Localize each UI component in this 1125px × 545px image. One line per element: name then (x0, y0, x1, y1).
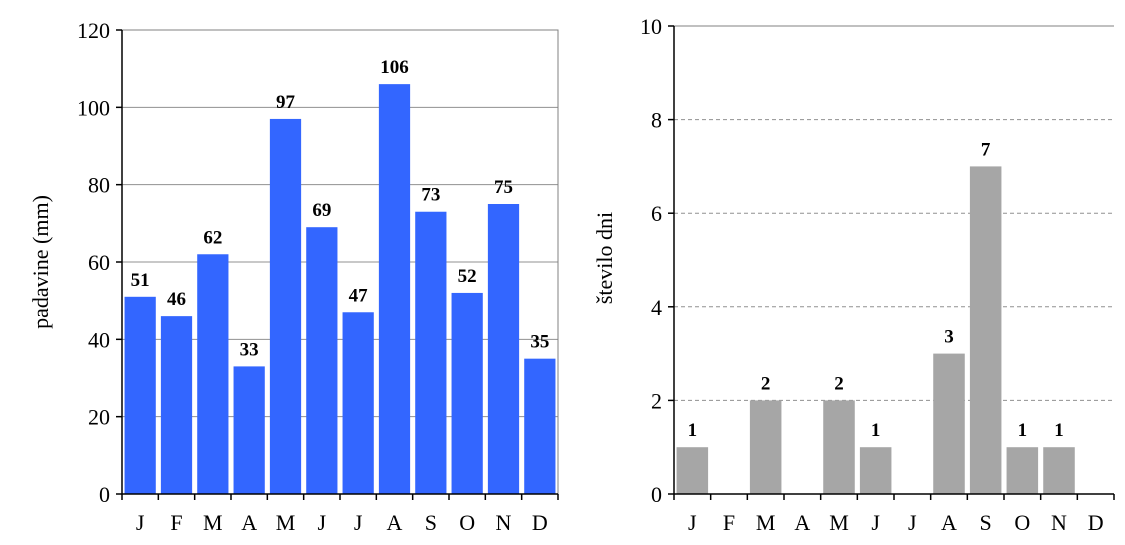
x-tick-label: F (723, 510, 735, 535)
x-tick-label: A (941, 510, 957, 535)
data-label: 2 (761, 373, 771, 394)
bar (749, 400, 782, 494)
x-tick-label: M (276, 510, 296, 535)
y-axis-label: padavine (mm) (28, 195, 53, 329)
data-label: 7 (981, 139, 991, 160)
x-tick-label: O (1014, 510, 1030, 535)
x-tick-label: M (203, 510, 223, 535)
data-label: 106 (380, 57, 409, 78)
data-label: 1 (688, 420, 698, 441)
bar (1006, 447, 1039, 494)
y-tick-label: 0 (651, 482, 662, 507)
x-tick-label: M (829, 510, 849, 535)
bar (415, 211, 447, 494)
bar (233, 366, 265, 494)
bar (823, 400, 855, 494)
data-label: 35 (530, 332, 549, 353)
x-tick-label: S (980, 510, 992, 535)
y-tick-label: 80 (88, 173, 110, 198)
data-label: 2 (834, 373, 844, 394)
bar (1043, 447, 1075, 494)
y-tick-label: 10 (640, 14, 662, 39)
data-label: 52 (458, 266, 477, 287)
x-tick-label: J (908, 510, 917, 535)
data-label: 97 (276, 92, 296, 113)
bar (197, 254, 229, 494)
y-tick-label: 8 (651, 108, 662, 133)
y-tick-label: 120 (77, 18, 110, 43)
x-tick-label: O (459, 510, 475, 535)
data-label: 46 (167, 289, 186, 310)
x-tick-label: A (794, 510, 810, 535)
bar (859, 447, 892, 494)
x-tick-label: D (532, 510, 548, 535)
bar (342, 312, 374, 494)
bar (487, 204, 520, 494)
y-tick-label: 4 (651, 295, 662, 320)
x-tick-label: F (170, 510, 182, 535)
data-label: 33 (240, 339, 259, 360)
bar (160, 316, 193, 494)
data-label: 3 (944, 327, 954, 348)
bar (124, 296, 156, 494)
x-tick-label: J (688, 510, 697, 535)
data-label: 47 (349, 285, 369, 306)
x-tick-label: J (871, 510, 880, 535)
y-tick-label: 60 (88, 250, 110, 275)
bar (524, 358, 556, 494)
precipitation-chart: 51 46 62 33 97 69 47 106 73 52 75 35 0 20 40 60 80 100 120… (28, 18, 559, 535)
data-label: 69 (312, 200, 331, 221)
bar (269, 118, 302, 494)
data-label: 62 (203, 227, 222, 248)
data-label: 73 (421, 185, 440, 206)
x-tick-label: D (1088, 510, 1104, 535)
x-tick-label: J (318, 510, 327, 535)
x-tick-label: A (241, 510, 257, 535)
x-tick-label: N (496, 510, 512, 535)
y-tick-label: 40 (88, 327, 110, 352)
y-axis-label: število dni (592, 212, 617, 304)
x-tick-label: J (136, 510, 145, 535)
x-tick-label: S (425, 510, 437, 535)
x-tick-label: N (1051, 510, 1067, 535)
y-tick-label: 100 (77, 95, 110, 120)
x-tick-label: M (756, 510, 776, 535)
bar (676, 447, 709, 494)
y-tick-label: 20 (88, 405, 110, 430)
bar (451, 292, 483, 494)
y-tick-label: 2 (651, 388, 662, 413)
data-label: 1 (871, 420, 881, 441)
x-tick-label: J (354, 510, 363, 535)
bar (933, 353, 965, 494)
y-tick-label: 6 (651, 201, 662, 226)
data-label: 1 (1054, 420, 1064, 441)
data-label: 51 (131, 270, 150, 291)
bar (306, 227, 338, 494)
data-label: 1 (1018, 420, 1028, 441)
y-tick-label: 0 (99, 482, 110, 507)
x-tick-label: A (387, 510, 403, 535)
bar (969, 166, 1002, 494)
bar (378, 84, 411, 494)
data-label: 75 (494, 177, 513, 198)
